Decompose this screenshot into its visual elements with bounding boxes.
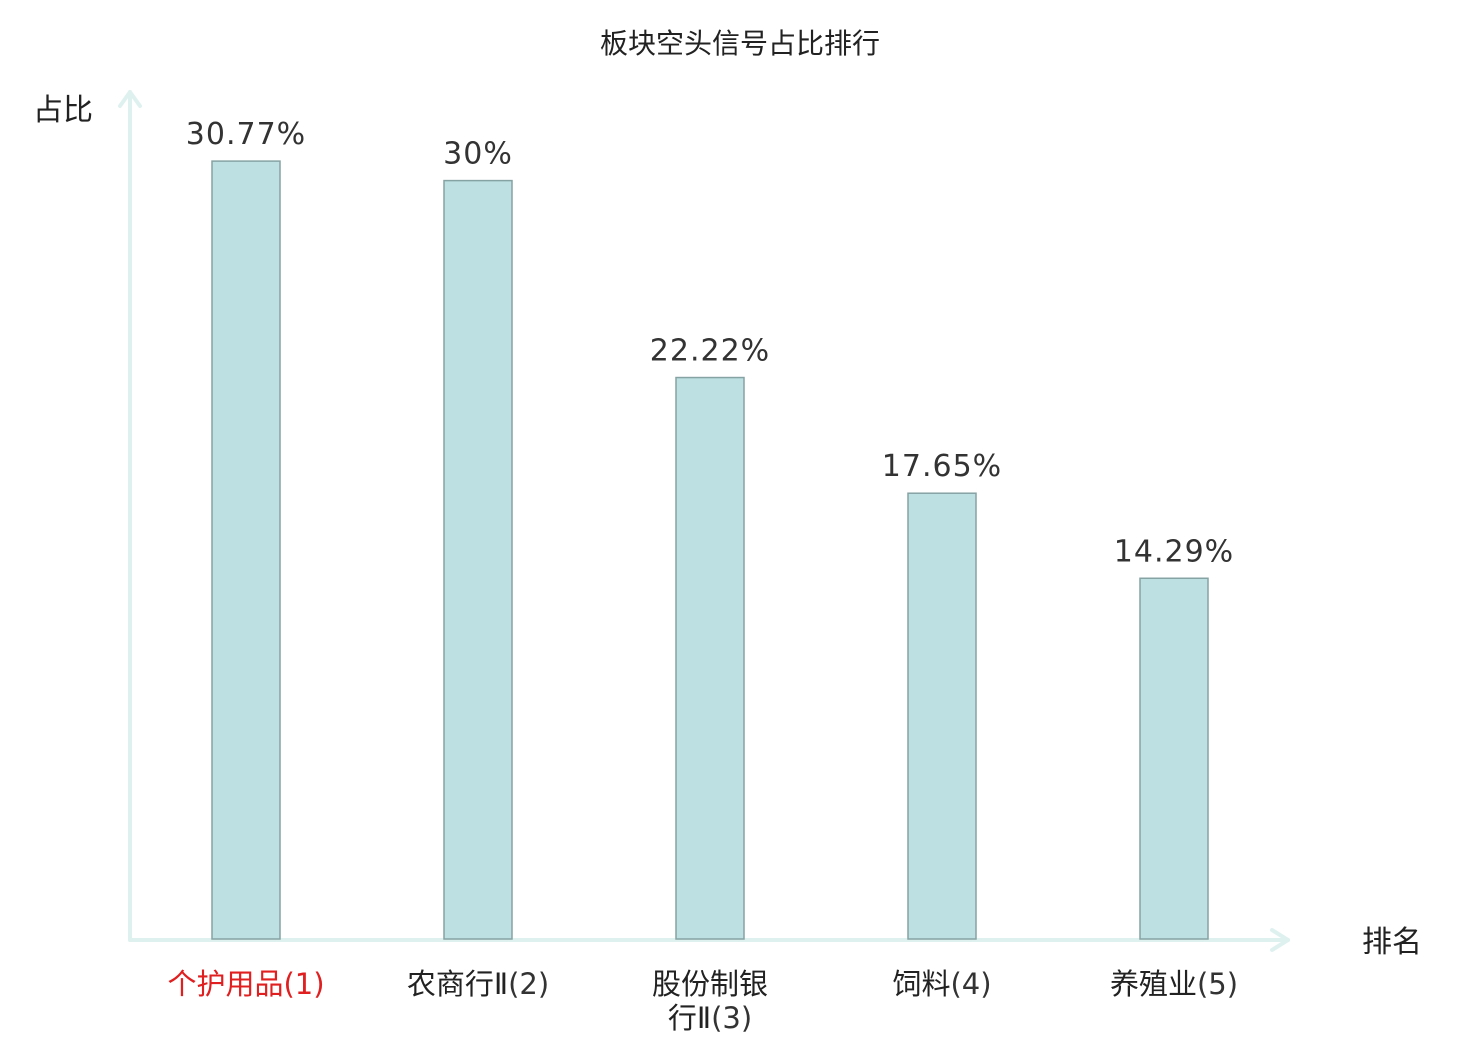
category-name: 个护用品 <box>167 967 283 1001</box>
category-label-1: 个护用品(1) <box>167 967 324 1001</box>
axes <box>118 90 1290 952</box>
category-label-4: 饲料(4) <box>892 967 991 1001</box>
bars <box>211 160 1209 940</box>
category-rank: (5) <box>1197 967 1238 1001</box>
category-label-line: 行Ⅱ(3) <box>668 1001 752 1035</box>
category-name: 饲料 <box>892 967 950 1001</box>
category-label-2: 农商行Ⅱ(2) <box>407 967 549 1001</box>
category-label-line: 个护用品(1) <box>167 967 324 1001</box>
category-label-line: 股份制银 <box>652 967 768 1001</box>
category-rank: (3) <box>711 1001 752 1035</box>
value-labels: 30.77% 30% 22.22% 17.65% 14.29% <box>186 117 1234 569</box>
category-rank: (1) <box>283 967 324 1001</box>
category-label-line: 养殖业(5) <box>1110 967 1238 1001</box>
value-label-3: 22.22% <box>650 334 770 369</box>
bar-3 <box>675 376 745 940</box>
bar-1 <box>211 160 281 940</box>
value-label-2: 30% <box>443 137 513 172</box>
category-label-5: 养殖业(5) <box>1110 967 1238 1001</box>
category-label-line: 农商行Ⅱ(2) <box>407 967 549 1001</box>
x-axis-arrow-icon <box>1270 928 1290 952</box>
category-name: 养殖业 <box>1110 967 1197 1001</box>
category-rank: (4) <box>950 967 991 1001</box>
chart-title: 板块空头信号占比排行 <box>600 27 880 60</box>
bar-2 <box>443 179 513 940</box>
category-name: 行Ⅱ <box>668 1001 711 1035</box>
category-name: 股份制银 <box>652 967 768 1001</box>
category-label-line: 饲料(4) <box>892 967 991 1001</box>
category-rank: (2) <box>508 967 549 1001</box>
value-label-4: 17.65% <box>882 449 1002 484</box>
bar-4 <box>907 492 977 940</box>
bar-5 <box>1139 577 1209 940</box>
y-axis-arrow-icon <box>118 90 142 108</box>
category-name: 农商行Ⅱ <box>407 967 508 1001</box>
value-label-1: 30.77% <box>186 117 306 152</box>
y-axis-label: 占比 <box>33 93 93 128</box>
value-label-5: 14.29% <box>1114 534 1234 569</box>
x-axis-label: 排名 <box>1362 925 1422 960</box>
